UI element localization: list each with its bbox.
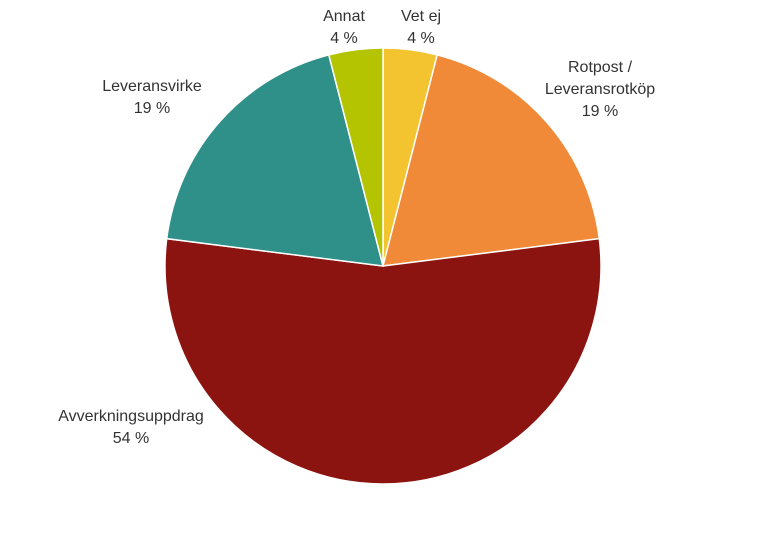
slice-label-avverkningsuppdrag: Avverkningsuppdrag — [58, 408, 204, 425]
slice-label-leveransvirke: Leveransvirke — [102, 78, 202, 95]
pie-slice-avverkningsuppdrag — [164, 237, 602, 485]
pie-slice-annat — [327, 47, 384, 267]
slice-value-rotpost: 19 % — [582, 103, 618, 120]
pie-slice-leveransvirke — [165, 53, 385, 267]
pie-slice-rotpost-leveransrotköp — [381, 53, 601, 267]
pie-slices — [164, 47, 602, 485]
slice-label-annat: Annat — [323, 8, 365, 25]
slice-value-annat: 4 % — [330, 30, 358, 47]
slice-label-vet-ej: Vet ej — [401, 8, 441, 25]
slice-label-rotpost-line2: Leveransrotköp — [545, 81, 655, 98]
slice-label-rotpost-line1: Rotpost / — [568, 59, 633, 76]
slice-value-leveransvirke: 19 % — [134, 100, 170, 117]
slice-value-avverkningsuppdrag: 54 % — [113, 430, 149, 447]
slice-value-vet-ej: 4 % — [407, 30, 435, 47]
